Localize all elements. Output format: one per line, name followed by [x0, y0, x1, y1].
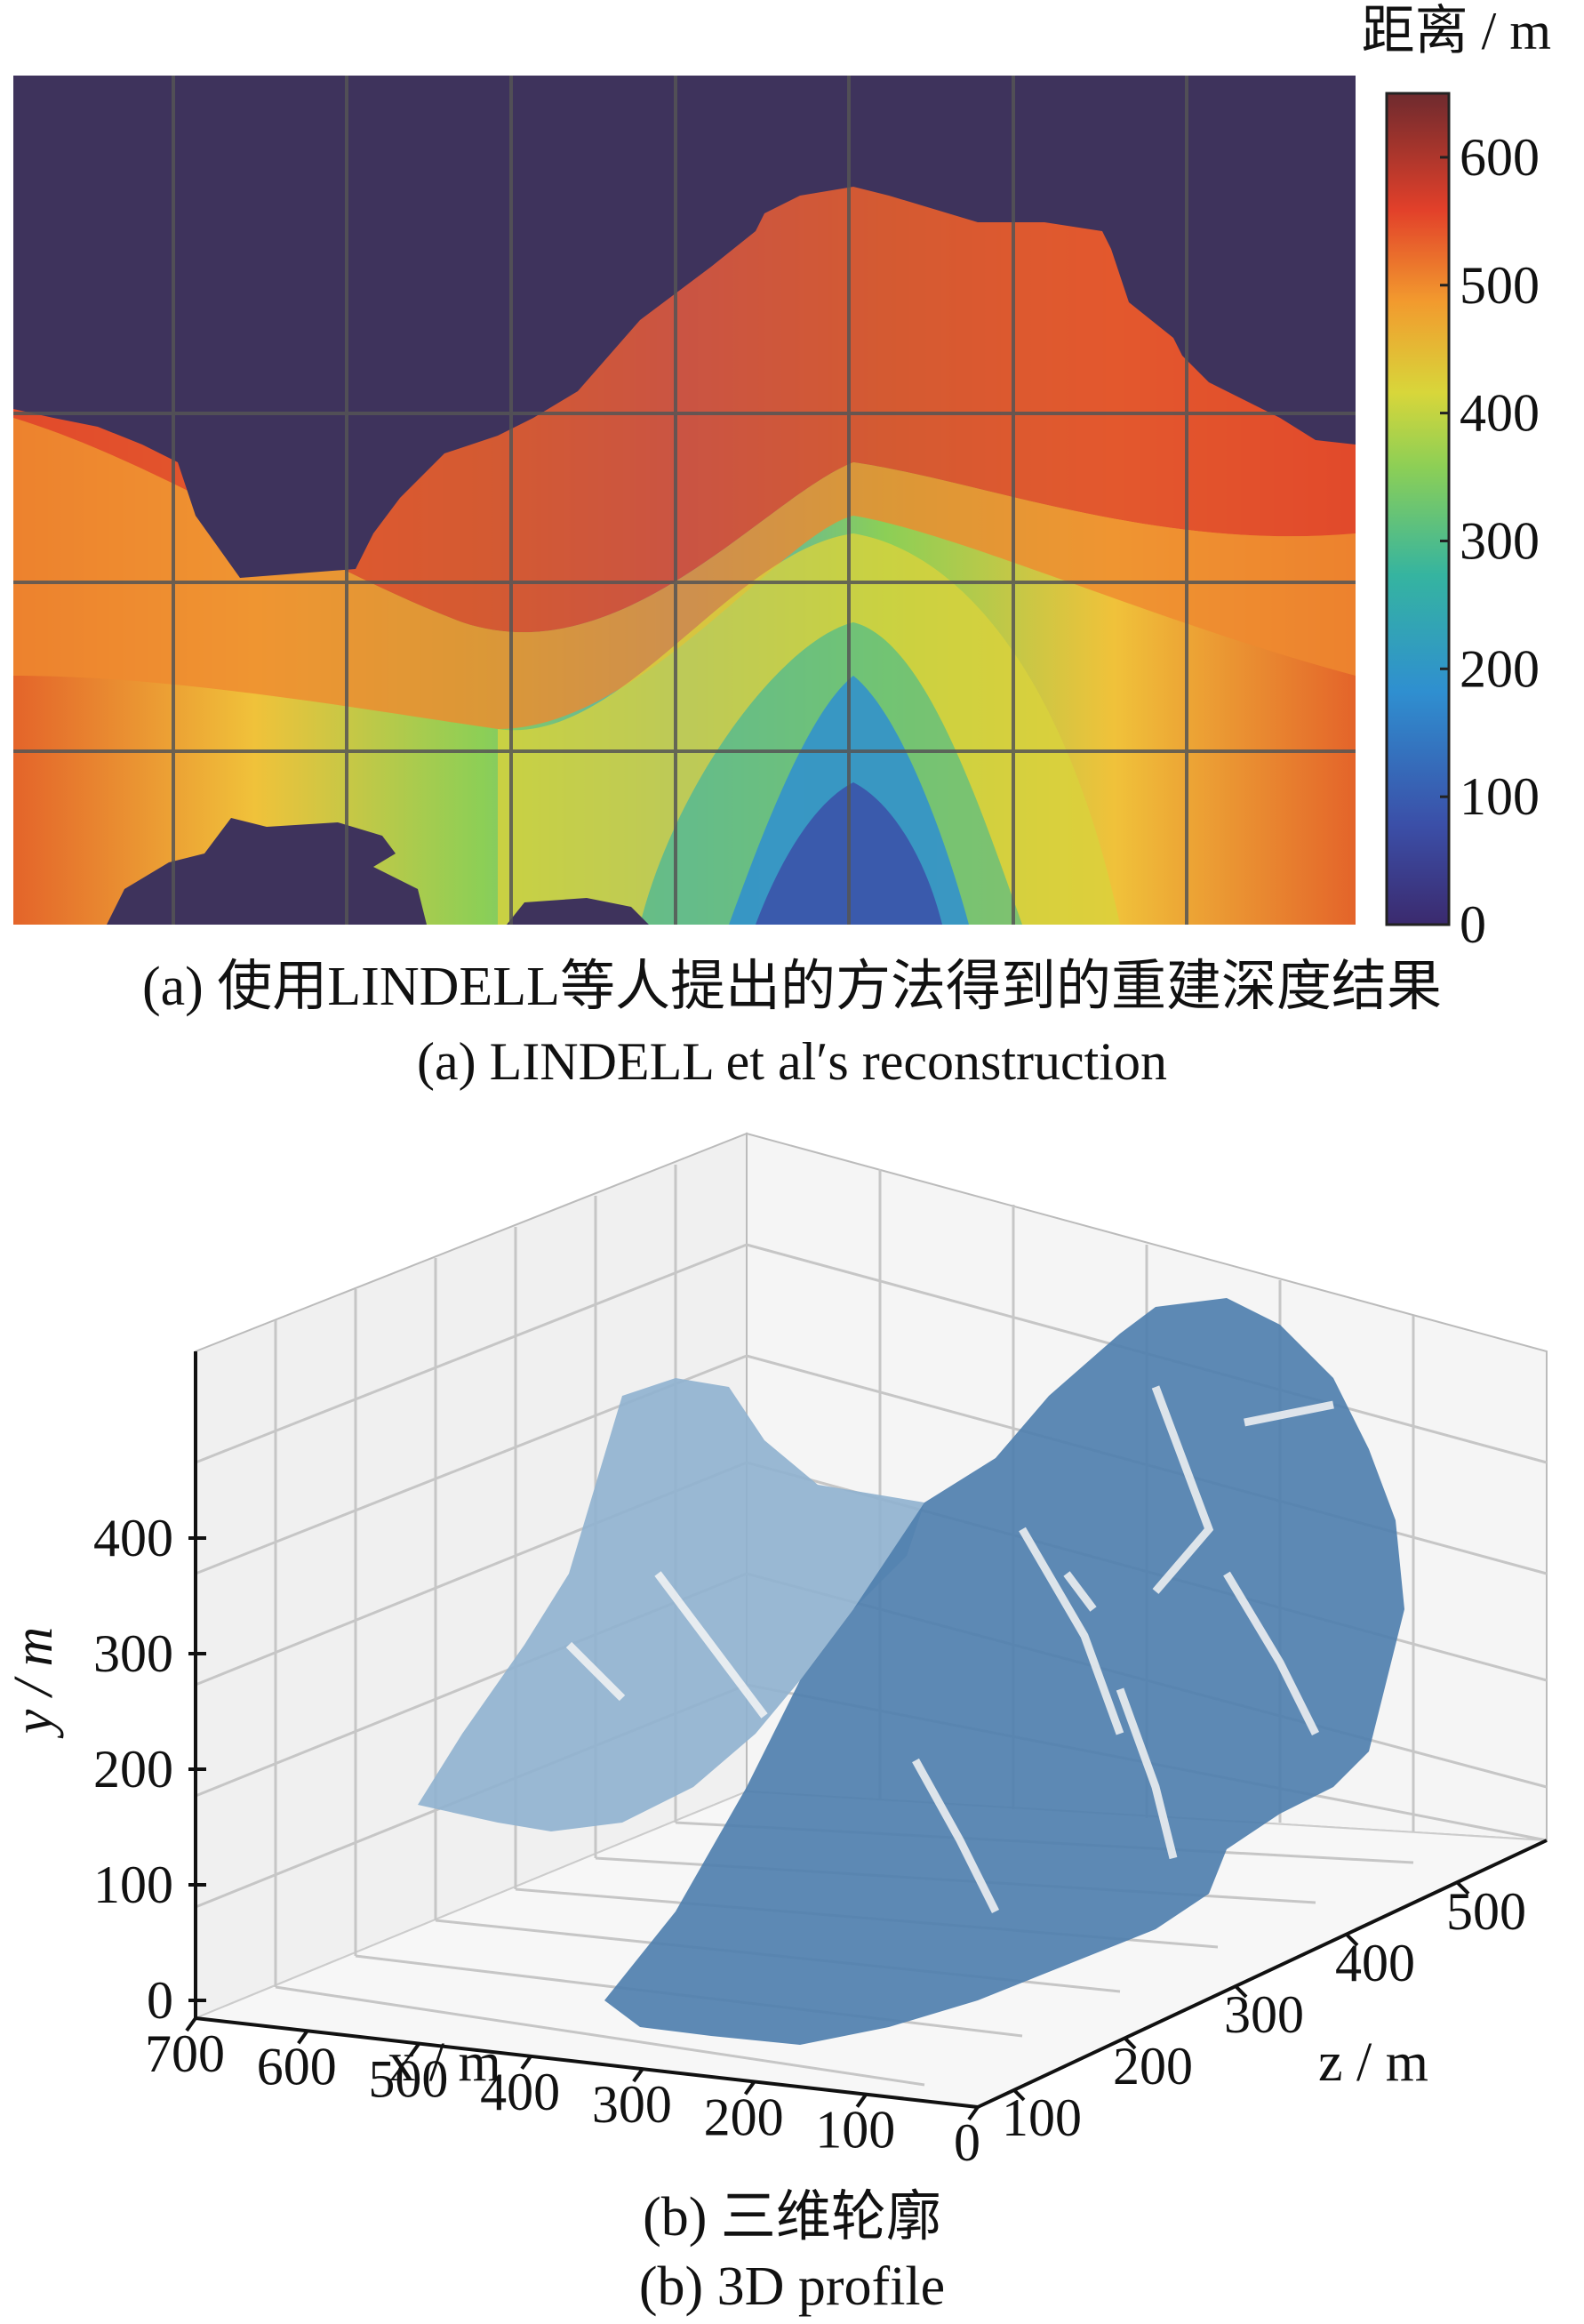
x-tick-label: 600 [257, 2037, 337, 2096]
z-tick-mark [1345, 1933, 1359, 1947]
z-tick-label: 200 [1113, 2037, 1193, 2096]
x-tick-mark [185, 2016, 197, 2032]
z-tick-label: 500 [1446, 1882, 1526, 1941]
colorbar-tick-label: 0 [1460, 895, 1486, 954]
empty-region-bottom-mid [507, 898, 649, 925]
x-tick-label: 0 [954, 2113, 980, 2172]
z-tick-mark [1012, 2088, 1026, 2102]
y-tick-label: 300 [93, 1624, 173, 1683]
x-tick-mark [408, 2042, 421, 2057]
depth-heatmap-chart: 0 100 200 300 400 500 600 距离 / m [13, 2, 1551, 954]
z-tick-mark [1123, 2036, 1137, 2050]
caption-b-english: (b) 3D profile [638, 2256, 946, 2317]
x-tick-label: 700 [145, 2024, 225, 2083]
x-tick-mark [297, 2030, 309, 2045]
caption-b-chinese: (b) 三维轮廓 [643, 2187, 941, 2248]
z-tick-label: 300 [1224, 1985, 1304, 2044]
x-tick-label: 400 [480, 2063, 560, 2121]
y-tick-label: 0 [147, 1971, 173, 2030]
y-tick-label: 200 [93, 1740, 173, 1799]
heatmap-plot-area [13, 76, 1356, 925]
x-tick-label: 200 [704, 2088, 784, 2146]
point-cloud [418, 1298, 1404, 2045]
depth-band-yellow [498, 533, 1120, 925]
3d-profile-chart: 0 100 200 300 400 700 600 500 400 300 200 100 0 100… [4, 1132, 1548, 2172]
colorbar-tick-label: 600 [1460, 128, 1540, 187]
colorbar-label: 距离 / m [1362, 2, 1551, 60]
point-cloud-left-lobe [418, 1378, 924, 1831]
x-axis-label: x / m [388, 2032, 500, 2093]
axes-lines [194, 1351, 1548, 2109]
colorbar-gradient [1385, 92, 1451, 926]
empty-region-top [13, 76, 1356, 578]
colorbar-tick-label: 300 [1460, 511, 1540, 570]
caption-a-english: (a) LINDELL et al′s reconstruction [417, 1032, 1167, 1091]
depth-band-orange [13, 418, 1356, 729]
x-tick-mark [632, 2067, 644, 2083]
colorbar: 0 100 200 300 400 500 600 距离 / m [1362, 2, 1551, 954]
x-tick-mark [967, 2105, 980, 2121]
colorbar-tick-label: 200 [1460, 639, 1540, 698]
z-tick-mark [1234, 1984, 1248, 1999]
y-tick-label: 400 [93, 1509, 173, 1567]
x-tick-label: 100 [815, 2101, 895, 2160]
colorbar-tick-label: 400 [1460, 384, 1540, 443]
z-tick-label: 100 [1002, 2088, 1082, 2147]
x-tick-mark [743, 2080, 756, 2096]
point-cloud-gaps [565, 1385, 1334, 1914]
x-tick-mark [520, 2055, 532, 2071]
colorbar-tick-label: 500 [1460, 256, 1540, 315]
z-tick-label: 400 [1335, 1934, 1415, 1992]
y-tick-label: 100 [93, 1855, 173, 1914]
z-tick-mark [1456, 1881, 1470, 1895]
z-axis-label: z / m [1318, 2032, 1428, 2093]
colorbar-tick-label: 100 [1460, 767, 1540, 826]
x-tick-label: 500 [368, 2050, 448, 2109]
x-tick-label: 300 [592, 2075, 672, 2134]
point-cloud-right-lobe [604, 1298, 1404, 2045]
heatmap-grid [13, 76, 1356, 925]
caption-a-chinese: (a) 使用LINDELL等人提出的方法得到的重建深度结果 [142, 957, 1442, 1017]
y-axis-label: y / m [4, 1627, 64, 1740]
x-tick-mark [855, 2093, 868, 2108]
